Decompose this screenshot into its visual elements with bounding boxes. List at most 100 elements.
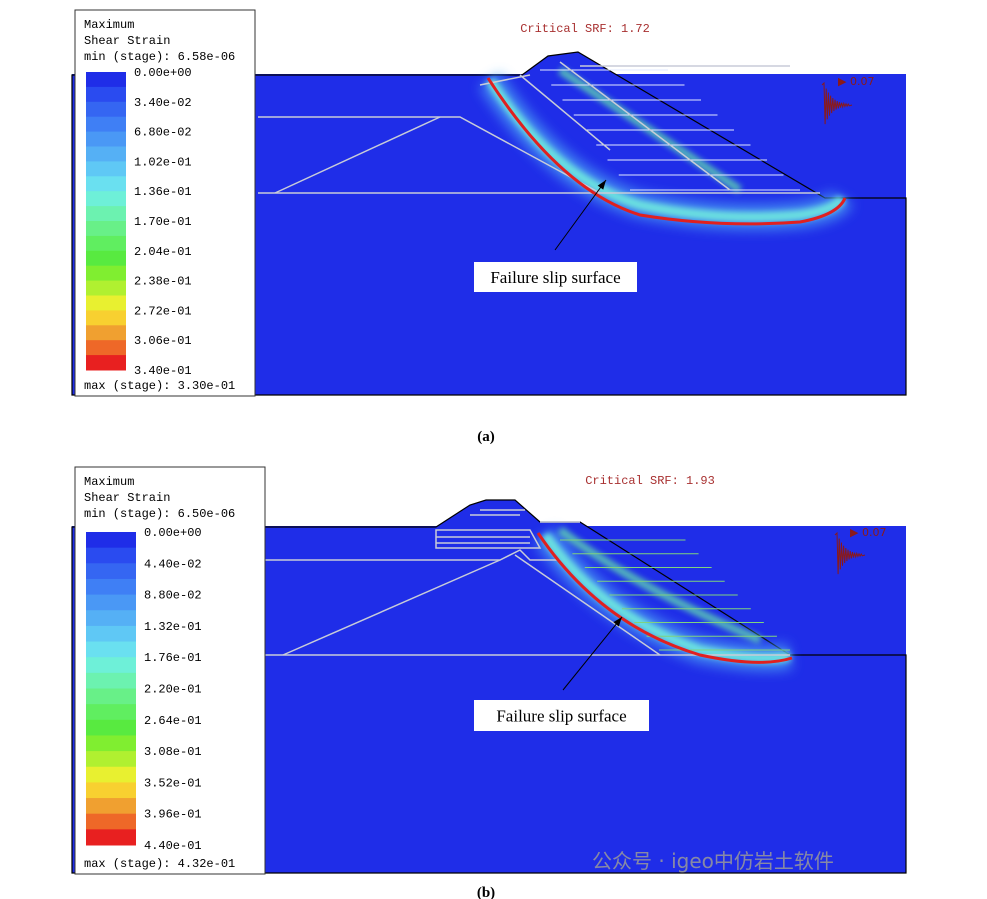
- legend-level: 0.00e+00: [134, 66, 192, 80]
- legend-swatch: [86, 310, 126, 326]
- legend-swatch: [86, 782, 136, 799]
- legend-level: 8.80e-02: [144, 589, 202, 603]
- legend-swatch: [86, 813, 136, 830]
- annotation-box: [474, 262, 637, 292]
- slip-surface: [486, 77, 847, 226]
- strain-band: [485, 77, 847, 223]
- legend-swatch: [86, 578, 136, 596]
- legend-swatch: [86, 719, 136, 736]
- legend-swatch: [86, 340, 126, 356]
- legend-level: 3.96e-01: [144, 808, 202, 822]
- strain-band: [540, 532, 791, 663]
- legend-swatch: [86, 610, 136, 627]
- zone-boundary: [258, 549, 560, 561]
- legend-title: Maximum: [84, 475, 134, 489]
- legend-level: 1.32e-01: [144, 620, 202, 634]
- legend-swatch: [86, 657, 136, 674]
- legend-swatch: [86, 86, 126, 103]
- legend-swatch: [86, 250, 126, 267]
- legend-swatch: [86, 735, 136, 752]
- annotation: Failure slip surface: [496, 707, 626, 726]
- legend-swatch: [86, 547, 136, 564]
- arrow-head: [613, 617, 622, 627]
- legend-title: Shear Strain: [84, 491, 170, 505]
- legend-level: 2.20e-01: [144, 683, 202, 697]
- legend-swatch: [86, 176, 126, 192]
- legend-level: 3.08e-01: [144, 745, 202, 759]
- arrow-head: [597, 180, 606, 190]
- legend-swatch: [86, 235, 126, 252]
- annotation-arrow: [562, 616, 623, 691]
- legend-swatch: [86, 161, 126, 177]
- legend-title: Maximum: [84, 18, 134, 32]
- legend-max: max (stage): 3.30e-01: [84, 379, 235, 393]
- legend-swatch: [86, 829, 136, 846]
- legend-swatch: [86, 688, 136, 705]
- legend-level: 3.52e-01: [144, 776, 202, 790]
- zone-boundary: [519, 74, 611, 151]
- legend-swatch: [86, 116, 126, 133]
- legend-swatch: [86, 751, 136, 768]
- legend-swatch: [86, 625, 136, 643]
- legend-min: min (stage): 6.50e-06: [84, 507, 235, 521]
- panel: Critical SRF: 1.72 ▶ 0.07 Failure slip sur…: [71, 9, 907, 445]
- legend-swatch: [86, 72, 126, 88]
- legend-level: 2.38e-01: [134, 275, 192, 289]
- legend-swatch: [86, 672, 136, 689]
- legend-level: 0.00e+00: [144, 526, 202, 540]
- legend-level: 4.40e-01: [144, 839, 202, 853]
- legend-swatch: [86, 221, 126, 237]
- legend-level: 1.70e-01: [134, 215, 192, 229]
- legend-swatch: [86, 641, 136, 658]
- seismic-record: [821, 81, 853, 125]
- zone-boundary: [435, 529, 542, 549]
- annotation-box: [474, 700, 649, 731]
- legend-swatch: [86, 206, 126, 222]
- annotation: Failure slip surface: [490, 268, 620, 287]
- critical-srf: Critical SRF: 1.72: [520, 22, 650, 36]
- zone-boundary: [559, 61, 731, 191]
- legend-swatch: [86, 704, 136, 721]
- legend-level: 1.02e-01: [134, 155, 192, 169]
- zone-boundary: [274, 116, 441, 194]
- legend-swatch: [86, 146, 126, 162]
- legend-title: Shear Strain: [84, 34, 170, 48]
- legend-level: 6.80e-02: [134, 126, 192, 140]
- panel: Critical SRF: 1.93 ▶ 0.07 Failure slip sur…: [71, 466, 907, 899]
- legend-level: 2.04e-01: [134, 245, 192, 259]
- legend-level: 3.40e-02: [134, 96, 192, 110]
- legend-swatch: [86, 101, 126, 118]
- legend-swatch: [86, 280, 126, 296]
- panel-caption: (b): [477, 885, 495, 899]
- legend-max: max (stage): 4.32e-01: [84, 857, 235, 871]
- seismic-record: [834, 531, 866, 575]
- legend-level: 4.40e-02: [144, 557, 202, 571]
- legend-swatch: [86, 766, 136, 783]
- legend-swatch: [86, 798, 136, 815]
- legend-swatch: [86, 325, 126, 341]
- slip-surface: [536, 532, 793, 664]
- legend-level: 1.76e-01: [144, 651, 202, 665]
- load-label: ▶ 0.07: [850, 526, 886, 539]
- legend-swatch: [86, 131, 126, 147]
- zone-boundary: [282, 559, 501, 656]
- zone-boundary: [514, 554, 661, 656]
- legend-swatch: [86, 563, 136, 580]
- critical-srf: Critical SRF: 1.93: [585, 474, 715, 488]
- legend-swatch: [86, 295, 126, 311]
- panel-caption: (a): [477, 429, 495, 445]
- load-label: ▶ 0.07: [838, 75, 874, 88]
- legend-min: min (stage): 6.58e-06: [84, 50, 235, 64]
- watermark: 公众号 · igeo中仿岩土软件: [592, 849, 834, 873]
- legend-swatch: [86, 594, 136, 611]
- zone-boundary: [258, 116, 601, 194]
- legend-level: 2.72e-01: [134, 304, 192, 318]
- legend-swatch: [86, 191, 126, 207]
- legend-swatch: [86, 265, 126, 282]
- legend-level: 3.06e-01: [134, 334, 192, 348]
- legend-level: 1.36e-01: [134, 185, 192, 199]
- strain-band-2: [557, 526, 762, 644]
- annotation-arrow: [554, 179, 607, 251]
- legend-level: 3.40e-01: [134, 364, 192, 378]
